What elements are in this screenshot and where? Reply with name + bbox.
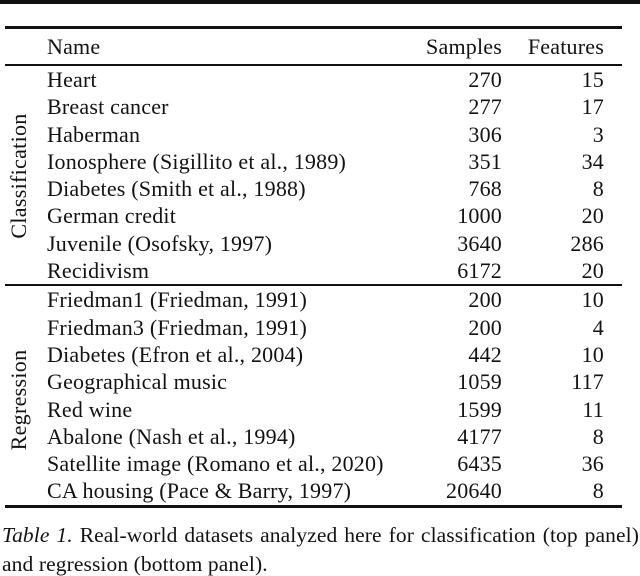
table-row: Breast cancer 277 17 xyxy=(5,93,622,120)
cell-samples: 1599 xyxy=(457,396,502,422)
cell-name: Juvenile (Osofsky, 1997) xyxy=(47,230,273,256)
table-row: Red wine 1599 11 xyxy=(5,396,622,423)
cell-samples: 351 xyxy=(468,148,502,174)
cell-features: 117 xyxy=(571,369,604,395)
table-row: Juvenile (Osofsky, 1997) 3640 286 xyxy=(5,230,622,257)
cell-samples: 4177 xyxy=(457,423,502,449)
table-row: Friedman1 (Friedman, 1991) 200 10 xyxy=(5,285,622,313)
caption-label: Table 1. xyxy=(2,523,73,547)
cell-name: Abalone (Nash et al., 1994) xyxy=(47,423,296,449)
cell-features: 4 xyxy=(592,314,604,340)
cell-features: 8 xyxy=(592,478,604,504)
table-row: Geographical music 1059 117 xyxy=(5,368,622,395)
table-row: Satellite image (Romano et al., 2020) 643… xyxy=(5,450,622,477)
table-row: Diabetes (Efron et al., 2004) 442 10 xyxy=(5,341,622,368)
table-row: Friedman3 (Friedman, 1991) 200 4 xyxy=(5,314,622,341)
cell-features: 11 xyxy=(582,396,604,422)
datasets-table-grid: Name Samples Features Heart 270 15 Breast c… xyxy=(5,26,622,508)
cell-samples: 277 xyxy=(468,94,502,120)
table-row: Abalone (Nash et al., 1994) 4177 8 xyxy=(5,423,622,450)
cell-name: Recidivism xyxy=(47,258,150,284)
cell-name: Ionosphere (Sigillito et al., 1989) xyxy=(47,148,347,174)
cell-features: 10 xyxy=(581,341,604,367)
cell-samples: 1059 xyxy=(457,369,502,395)
cell-name: Breast cancer xyxy=(47,94,169,120)
cell-features: 8 xyxy=(592,176,604,202)
classification-section: Heart 270 15 Breast cancer 277 17 Haberman 306 3… xyxy=(5,65,622,285)
cell-name: German credit xyxy=(47,203,177,229)
section-label-classification: Classification xyxy=(6,113,31,239)
cell-samples: 306 xyxy=(468,121,502,147)
cell-features: 8 xyxy=(592,423,604,449)
table-caption: Table 1. Real-world datasets analyzed he… xyxy=(2,521,639,576)
cell-name: Haberman xyxy=(47,121,141,147)
cell-features: 17 xyxy=(581,94,604,120)
cell-name: Diabetes (Smith et al., 1988) xyxy=(47,176,306,202)
cell-samples: 6172 xyxy=(457,258,502,284)
cell-name: Geographical music xyxy=(47,369,228,395)
cell-features: 34 xyxy=(581,148,604,174)
page-top-rule xyxy=(0,0,640,4)
cell-samples: 6435 xyxy=(457,451,502,477)
cell-name: Red wine xyxy=(47,396,133,422)
cell-samples: 768 xyxy=(468,176,502,202)
cell-features: 36 xyxy=(581,451,604,477)
column-header-features: Features xyxy=(502,27,622,66)
regression-section: Friedman1 (Friedman, 1991) 200 10 Friedman3… xyxy=(5,285,622,506)
caption-text: Real-world datasets analyzed here for cl… xyxy=(2,523,639,576)
section-label-regression: Regression xyxy=(6,349,31,451)
table-row: Ionosphere (Sigillito et al., 1989) 351 34 xyxy=(5,148,622,175)
cell-name: Satellite image (Romano et al., 2020) xyxy=(47,451,384,477)
cell-name: Heart xyxy=(47,67,97,92)
cell-samples: 200 xyxy=(468,287,502,313)
cell-features: 20 xyxy=(581,203,604,229)
cell-features: 20 xyxy=(581,258,604,284)
cell-features: 10 xyxy=(581,287,604,313)
table-row: Recidivism 6172 20 xyxy=(5,257,622,285)
datasets-table: Classification Regression Name Samples F… xyxy=(5,26,622,508)
column-header-samples: Samples xyxy=(335,27,502,66)
cell-samples: 200 xyxy=(468,314,502,340)
table-row: German credit 1000 20 xyxy=(5,202,622,229)
cell-samples: 20640 xyxy=(446,478,502,504)
cell-name: Friedman3 (Friedman, 1991) xyxy=(47,314,307,340)
table-row: Haberman 306 3 xyxy=(5,121,622,148)
cell-features: 15 xyxy=(581,67,604,92)
cell-name: CA housing (Pace & Barry, 1997) xyxy=(47,478,352,504)
table-row: Diabetes (Smith et al., 1988) 768 8 xyxy=(5,175,622,202)
cell-name: Friedman1 (Friedman, 1991) xyxy=(47,287,307,313)
table-row: Heart 270 15 xyxy=(5,65,622,93)
header-row: Name Samples Features xyxy=(5,27,622,66)
cell-samples: 3640 xyxy=(457,230,502,256)
cell-samples: 442 xyxy=(468,341,502,367)
column-header-name: Name xyxy=(5,27,335,66)
cell-samples: 1000 xyxy=(457,203,502,229)
cell-features: 286 xyxy=(570,230,604,256)
cell-samples: 270 xyxy=(468,67,502,92)
cell-name: Diabetes (Efron et al., 2004) xyxy=(47,341,304,367)
cell-features: 3 xyxy=(592,121,604,147)
table-row: CA housing (Pace & Barry, 1997) 20640 8 xyxy=(5,477,622,506)
